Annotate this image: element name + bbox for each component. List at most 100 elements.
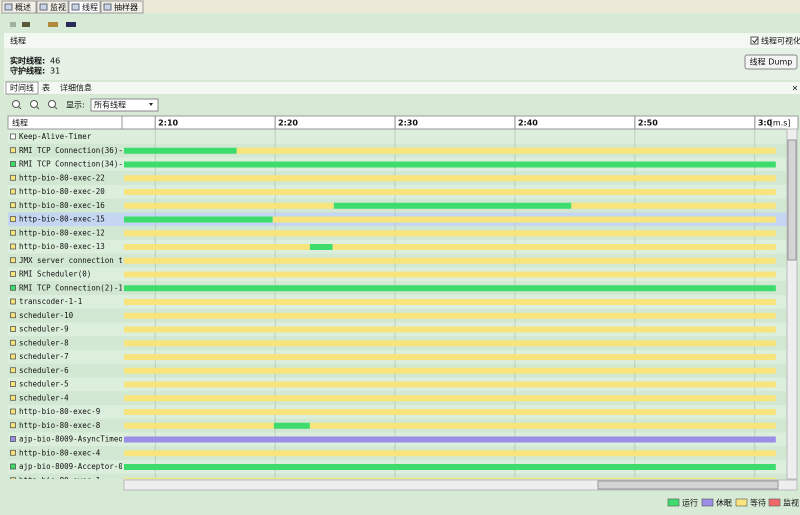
- state-checkbox: [10, 326, 16, 332]
- state-segment: [124, 312, 776, 319]
- tab-bar: [0, 0, 800, 13]
- state-segment: [124, 244, 310, 250]
- tab-icon: [103, 3, 112, 11]
- thread-name: RMI Scheduler(0): [19, 270, 91, 279]
- thread-name: http-bio-80-exec-12: [19, 228, 105, 237]
- thread-name: http-bio-80-exec-22: [19, 173, 105, 182]
- close-icon[interactable]: ×: [792, 84, 799, 93]
- scroll-thumb[interactable]: [597, 480, 779, 490]
- state-segment: [124, 299, 776, 305]
- state-segment: [124, 202, 334, 209]
- show-label: 显示:: [66, 101, 85, 110]
- thread-name: http-bio-80-exec-16: [19, 201, 105, 210]
- state-checkbox: [10, 353, 16, 360]
- show-dropdown[interactable]: [90, 98, 159, 112]
- state-segment: [124, 395, 776, 402]
- legend-swatch: [735, 498, 748, 507]
- state-segment: [124, 271, 776, 278]
- state-segment: [124, 436, 776, 443]
- thread-name: scheduler-7: [19, 352, 69, 361]
- vertical-scrollbar[interactable]: [786, 128, 798, 480]
- tab-label[interactable]: 抽样器: [114, 2, 138, 12]
- dump-button-label[interactable]: 线程 Dump: [750, 57, 793, 67]
- row-background[interactable]: [8, 473, 787, 488]
- state-checkbox: [10, 216, 16, 222]
- tab-label[interactable]: 线程: [82, 2, 98, 12]
- legend-swatch: [701, 498, 714, 507]
- tick-label: 2:10: [158, 119, 178, 128]
- app-name-redacted: [10, 22, 76, 27]
- tab-icon: [39, 3, 48, 11]
- scroll-thumb[interactable]: [787, 139, 797, 261]
- subtab-label[interactable]: 详细信息: [60, 83, 92, 93]
- section-header: [4, 33, 800, 48]
- state-segment: [124, 354, 776, 360]
- state-segment: [333, 202, 572, 209]
- tab-label[interactable]: 概述: [15, 2, 31, 12]
- row-background[interactable]: [8, 130, 787, 144]
- zoom-icons[interactable]: [12, 100, 58, 110]
- table-header: [7, 115, 799, 130]
- stat-value: 31: [50, 67, 60, 76]
- state-checkbox: [10, 257, 16, 264]
- checkbox-label[interactable]: 线程可视化: [761, 36, 800, 46]
- state-segment: [309, 422, 776, 429]
- thread-name: transcoder-1-1: [19, 297, 82, 306]
- state-segment: [124, 326, 776, 333]
- state-segment: [124, 147, 237, 154]
- thread-name: scheduler-10: [19, 311, 74, 320]
- state-segment: [273, 422, 310, 429]
- state-segment: [332, 244, 776, 250]
- tick-label: 2:20: [278, 119, 298, 128]
- stat-value: 46: [50, 57, 60, 66]
- thread-name: ajp-bio-8009-Acceptor-0: [19, 462, 123, 471]
- legend-swatch: [768, 498, 781, 507]
- state-checkbox: [10, 463, 16, 470]
- checkbox[interactable]: [750, 36, 759, 45]
- thread-name: http-bio-80-exec-15: [19, 215, 105, 224]
- state-checkbox: [10, 284, 16, 291]
- state-segment: [272, 216, 776, 223]
- show-option[interactable]: 所有线程: [94, 100, 126, 110]
- legend-swatch: [667, 498, 680, 507]
- thread-name: Keep-Alive-Timer: [19, 132, 92, 141]
- legend-label: 等待: [750, 498, 766, 508]
- dump-button[interactable]: [744, 54, 798, 70]
- thread-name: scheduler-8: [19, 338, 69, 347]
- state-segment: [124, 450, 776, 457]
- thread-name: http-bio-80-exec-8: [19, 421, 101, 430]
- state-segment: [124, 409, 776, 415]
- state-checkbox: [10, 367, 16, 374]
- state-checkbox: [10, 202, 16, 209]
- subtab-label[interactable]: 表: [42, 83, 50, 93]
- thread-name: http-bio-80-exec-4: [19, 448, 101, 457]
- thread-name: http-bio-80-exec-20: [19, 187, 105, 196]
- state-checkbox: [10, 133, 16, 140]
- column-header: 线程: [12, 118, 28, 128]
- state-checkbox: [10, 243, 16, 250]
- dropdown-arrow: [149, 103, 153, 106]
- state-segment: [124, 175, 776, 182]
- subtab-label[interactable]: 时间线: [10, 83, 34, 93]
- state-checkbox: [10, 312, 16, 319]
- state-checkbox: [10, 298, 16, 305]
- state-checkbox: [10, 188, 16, 195]
- state-segment: [124, 340, 776, 347]
- state-checkbox: [10, 339, 16, 346]
- state-segment: [124, 285, 776, 292]
- state-segment: [124, 422, 274, 429]
- state-segment: [309, 244, 333, 250]
- tab-label[interactable]: 监视: [50, 2, 66, 12]
- legend-label: 休眠: [716, 498, 732, 508]
- state-checkbox: [10, 449, 16, 456]
- state-segment: [124, 464, 776, 470]
- thread-name: scheduler-9: [19, 325, 69, 334]
- state-segment: [124, 367, 776, 374]
- horizontal-scrollbar[interactable]: [123, 479, 798, 491]
- tick-label: 2:30: [398, 119, 418, 128]
- state-segment: [124, 477, 776, 479]
- legend-label: 运行: [682, 498, 698, 508]
- thread-name: RMI TCP Connection(34)-18...: [19, 160, 145, 169]
